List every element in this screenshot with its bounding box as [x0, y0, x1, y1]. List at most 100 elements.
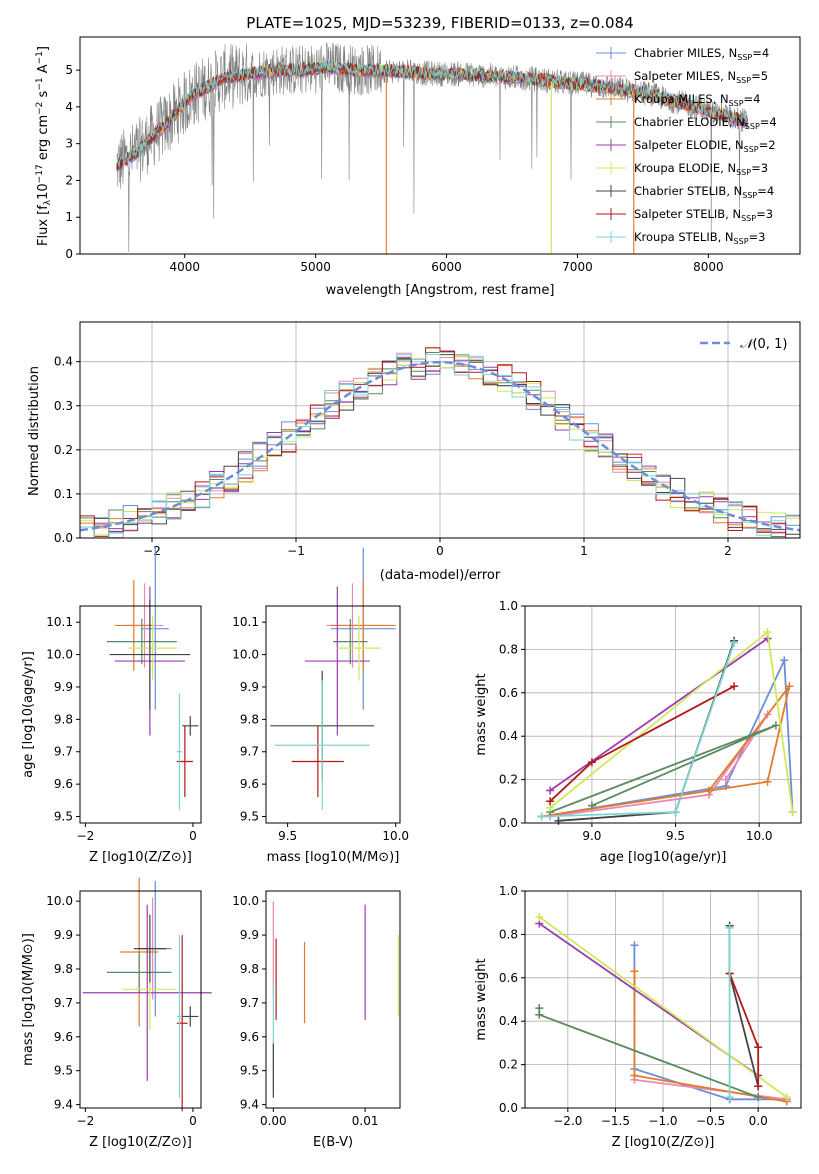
- series-salpeter_miles: [549, 713, 769, 818]
- y-tick-label: 10.1: [46, 615, 73, 629]
- series-chabrier_miles: [541, 659, 794, 818]
- y-tick-label: 10.1: [232, 615, 259, 629]
- axes-frame: [524, 890, 802, 1109]
- axes-frame: [79, 890, 202, 1109]
- y-tick-label: 9.9: [240, 928, 259, 942]
- legend-nssp: , N: [725, 207, 741, 221]
- legend-nssp-sub: SSP: [742, 191, 757, 200]
- y-tick-label: 1.0: [499, 599, 518, 613]
- y-tick-label: 5: [65, 63, 73, 77]
- legend-nssp-sub: SSP: [744, 145, 759, 154]
- legend-nssp: , N: [720, 161, 736, 175]
- y-tick-label: 0.2: [499, 1058, 518, 1072]
- legend-normal-args: (0, 1): [752, 337, 787, 352]
- marker-salpeter_stelib: [587, 758, 596, 767]
- legend-label-chabrier_stelib: Chabrier STELIB, NSSP=4: [634, 184, 774, 200]
- legend-nssp-val: =4: [744, 92, 761, 106]
- y-tick-label: 9.6: [240, 1030, 259, 1044]
- normal-reference-curve: [80, 360, 800, 532]
- axes-frame: [79, 605, 202, 824]
- legend-name: Kroupa STELIB: [634, 230, 718, 244]
- marker-kroupa_elodie: [782, 1093, 791, 1102]
- series-salpeter_elodie: [549, 637, 769, 792]
- spectrum-title: PLATE=1025, MJD=53239, FIBERID=0133, z=0…: [246, 14, 633, 32]
- axes-frame: [79, 321, 801, 539]
- y-tick-label: 0.2: [499, 773, 518, 787]
- y-tick-label: 0.1: [54, 487, 73, 501]
- y-tick-label: 3: [65, 137, 73, 151]
- legend-nssp: , N: [721, 46, 737, 60]
- x-tick-label: 7000: [562, 260, 593, 274]
- marker-kroupa_miles: [763, 777, 772, 786]
- y-tick-label: 0.3: [54, 399, 73, 413]
- legend-label-chabrier_elodie: Chabrier ELODIE, NSSP=4: [634, 115, 777, 131]
- y-tick-label: 2: [65, 173, 73, 187]
- y-tick-label: 0.6: [499, 971, 518, 985]
- xlabel: Z [log10(Z/Z⊙)]: [89, 850, 192, 865]
- y-tick-label: 9.5: [54, 810, 73, 824]
- y-tick-label: 9.5: [54, 1064, 73, 1078]
- y-tick-label: 9.5: [240, 1064, 259, 1078]
- marker-kroupa_stelib: [730, 638, 739, 647]
- legend-nssp: , N: [718, 230, 734, 244]
- legend-nssp-sub: SSP: [736, 76, 751, 85]
- marker-chabrier_miles: [630, 941, 639, 950]
- x-tick-label: 10.0: [746, 829, 773, 843]
- x-tick-label: 9.5: [666, 829, 685, 843]
- xlabel: age [log10(age/yr)]: [600, 850, 727, 865]
- x-tick-label: −2: [143, 544, 161, 558]
- marker-chabrier_stelib: [554, 816, 563, 825]
- legend-nssp-sub: SSP: [734, 237, 749, 246]
- x-tick-label: 0.01: [352, 1114, 379, 1128]
- legend-nssp: , N: [720, 69, 736, 83]
- legend-nssp-sub: SSP: [741, 214, 756, 223]
- x-tick-label: 10.0: [382, 829, 409, 843]
- legend-nssp-val: =3: [749, 230, 766, 244]
- series-salpeter_miles: [634, 1078, 787, 1101]
- y-tick-label: 9.9: [240, 680, 259, 694]
- x-tick-label: −1.5: [601, 1114, 630, 1128]
- y-tick-label: 9.8: [240, 962, 259, 976]
- marker-kroupa_stelib: [537, 812, 546, 821]
- x-tick-label: 4000: [169, 260, 200, 274]
- y-tick-label: 0.2: [54, 443, 73, 457]
- x-tick-label: 6000: [431, 260, 462, 274]
- x-tick-label: −0.5: [696, 1114, 725, 1128]
- y-tick-label: 10.0: [232, 894, 259, 908]
- legend-name: Chabrier MILES: [634, 46, 721, 60]
- spectrum-ylabel: Flux [fλ10−17 erg cm−2 s−1 A−1]: [35, 46, 53, 246]
- x-tick-label: 9.5: [278, 829, 297, 843]
- axes-frame: [524, 605, 802, 824]
- y-tick-label: 0.4: [54, 355, 73, 369]
- legend-nssp-val: =3: [756, 207, 773, 221]
- y-tick-label: 4: [65, 100, 73, 114]
- legend-nssp-sub: SSP: [737, 53, 752, 62]
- marker-kroupa_stelib: [725, 1093, 734, 1102]
- marker-kroupa_miles: [630, 967, 639, 976]
- marker-chabrier_elodie: [754, 1093, 763, 1102]
- x-tick-label: 0.00: [260, 1114, 287, 1128]
- y-tick-label: 9.8: [54, 712, 73, 726]
- marker-salpeter_stelib: [754, 1043, 763, 1052]
- legend-name: Chabrier STELIB: [634, 184, 726, 198]
- marker-kroupa_miles: [630, 1071, 639, 1080]
- massweight-vs-metallicity-panel: −2.0 −1.5 −1.0 −0.5 0.0 0.0 0.2 0.4 0.6 0.8 1.0 Z […: [474, 884, 802, 1150]
- histogram-salpeter_stelib: [80, 347, 800, 538]
- legend-nssp-sub: SSP: [745, 122, 760, 131]
- y-tick-label: 1.0: [499, 884, 518, 898]
- axes-frame: [265, 890, 401, 1109]
- y-tick-label: 9.5: [240, 810, 259, 824]
- y-tick-label: 9.7: [54, 996, 73, 1010]
- y-tick-label: 9.6: [54, 777, 73, 791]
- marker-salpeter_elodie: [546, 786, 555, 795]
- marker-salpeter_miles: [721, 775, 730, 784]
- marker-kroupa_miles: [785, 682, 794, 691]
- y-tick-label: 0.0: [499, 1101, 518, 1115]
- axes-frame: [265, 605, 401, 824]
- model-spectrum-kroupa_stelib: [116, 59, 748, 168]
- histogram-kroupa_stelib: [80, 354, 800, 538]
- legend-nssp: , N: [713, 92, 729, 106]
- legend-nssp: , N: [726, 184, 742, 198]
- legend-label-salpeter_elodie: Salpeter ELODIE, NSSP=2: [634, 138, 776, 154]
